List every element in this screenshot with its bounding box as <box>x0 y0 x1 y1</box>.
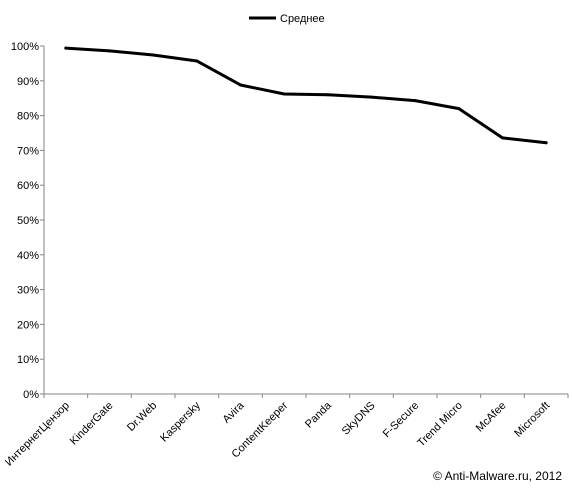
x-tick-label: Kaspersky <box>158 399 203 444</box>
x-tick-label: KinderGate <box>68 400 116 448</box>
series <box>64 46 548 145</box>
copyright-text: © Anti-Malware.ru, 2012 <box>433 469 562 483</box>
data-point <box>370 95 373 99</box>
data-point <box>64 46 68 50</box>
x-tick-label: Panda <box>303 399 335 431</box>
y-tick-label: 100% <box>11 41 39 53</box>
x-tick-label: ИнтернетЦензор <box>3 400 72 469</box>
x-tick-label: SkyDNS <box>340 400 378 438</box>
y-tick-label: 50% <box>17 215 39 227</box>
data-point <box>282 92 286 96</box>
y-tick-label: 70% <box>17 145 39 157</box>
y-tick-label: 80% <box>17 111 39 123</box>
y-tick-label: 10% <box>17 354 39 366</box>
y-tick-label: 20% <box>17 319 39 331</box>
data-point <box>413 99 417 103</box>
series-line <box>64 46 548 145</box>
legend: Среднее <box>249 13 325 25</box>
y-tick-label: 30% <box>17 285 39 297</box>
x-tick-label: Avira <box>221 399 248 426</box>
y-tick-label: 60% <box>17 180 39 192</box>
x-tick-label: F-Secure <box>381 400 421 440</box>
y-tick-labels: 0% 10% 20% 30% 40% 50% 60% 70% 80% 90% 100% <box>11 41 44 401</box>
x-tick-label: Dr.Web <box>125 400 159 434</box>
data-point <box>501 136 504 140</box>
x-tick-label: McAfee <box>474 400 509 435</box>
y-axis: 0% 10% 20% 30% 40% 50% 60% 70% 80% 90% 100% <box>11 41 45 401</box>
y-tick-label: 40% <box>17 250 39 262</box>
x-tick-label: Microsoft <box>512 400 552 440</box>
data-point <box>239 83 242 87</box>
data-point <box>326 93 330 97</box>
data-point <box>544 141 548 145</box>
x-tick-label: Trend Micro <box>415 400 465 450</box>
data-point <box>195 59 199 63</box>
y-tick-label: 90% <box>17 76 39 88</box>
data-point <box>151 53 155 57</box>
data-point <box>457 107 461 111</box>
legend-label: Среднее <box>280 13 325 25</box>
data-point <box>108 49 111 53</box>
y-tick-label: 0% <box>23 389 39 401</box>
